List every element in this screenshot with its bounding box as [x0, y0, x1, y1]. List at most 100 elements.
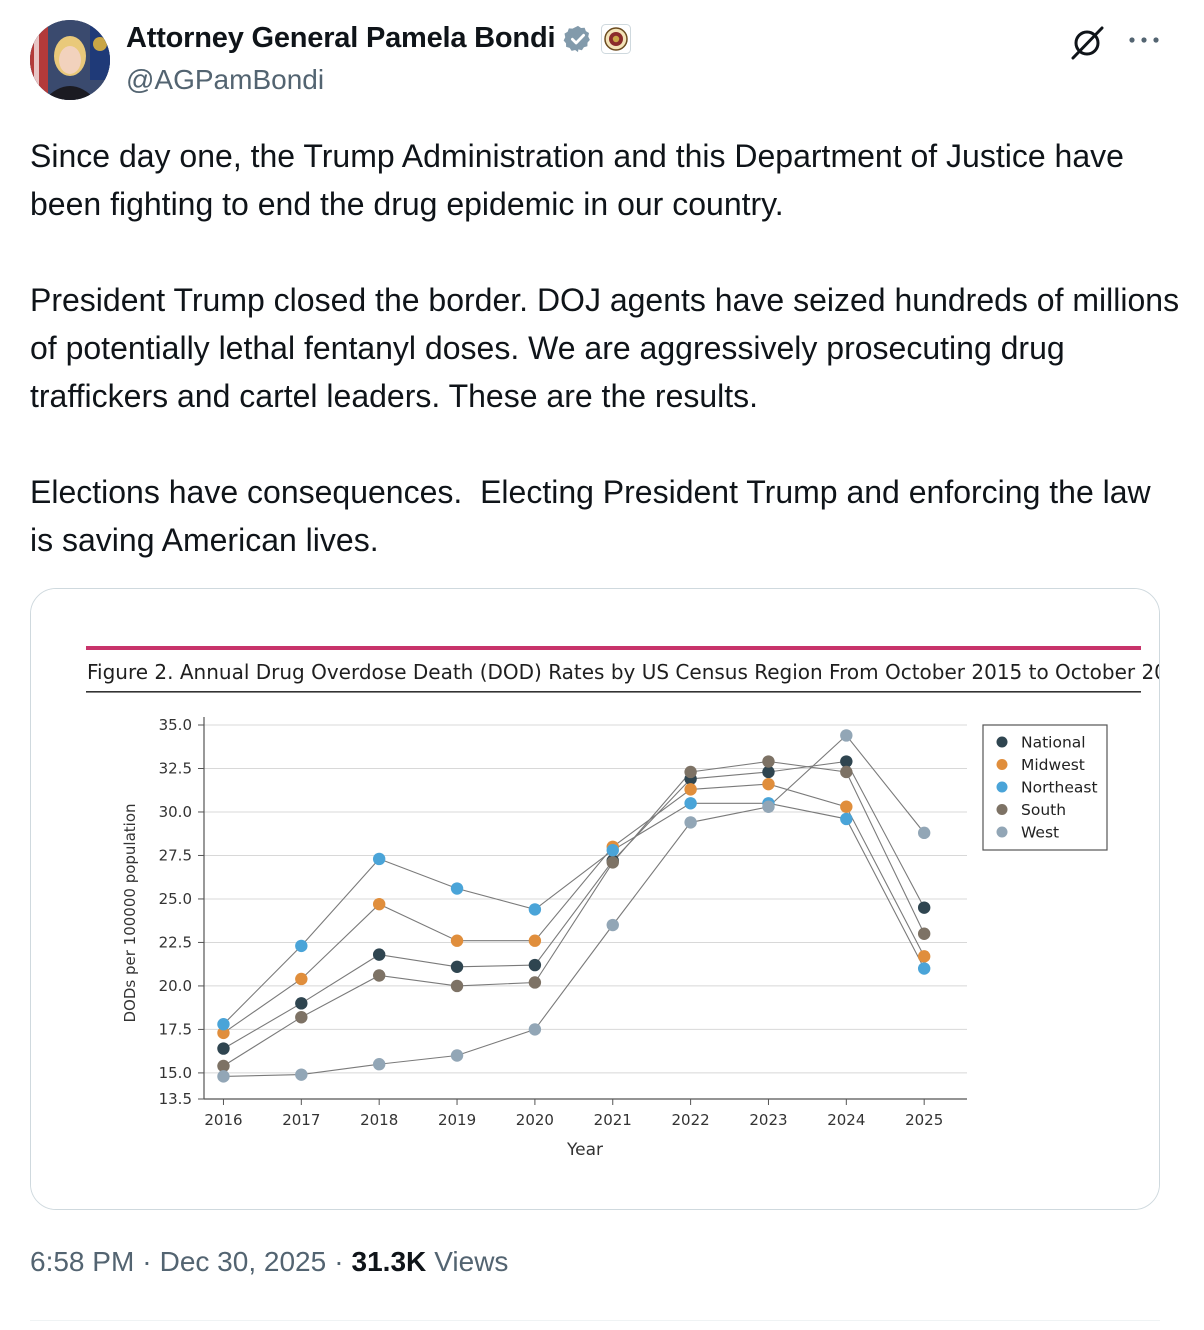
data-point-west: [606, 918, 619, 932]
data-point-south: [917, 927, 931, 940]
data-point-midwest: [762, 777, 775, 791]
data-point-west: [917, 826, 931, 840]
chart-title: Figure 2. Annual Drug Overdose Death (DO…: [87, 660, 1159, 684]
legend-marker-west: [996, 826, 1008, 838]
data-point-south: [762, 755, 775, 768]
data-point-midwest: [528, 934, 542, 947]
y-tick-label: 35.0: [159, 716, 192, 734]
series-line-northeast: [223, 802, 925, 1025]
x-tick-label: 2016: [204, 1111, 242, 1129]
data-point-national: [528, 958, 542, 972]
data-point-midwest: [217, 1026, 230, 1040]
data-point-south: [684, 765, 697, 779]
data-point-west: [840, 729, 853, 742]
x-tick-label: 2024: [827, 1111, 865, 1129]
tweet-text: Since day one, the Trump Administration …: [30, 138, 1180, 558]
tweet-meta: 6:58 PM · Dec 30, 2025 · 31.3K Views: [30, 1246, 508, 1278]
x-tick-label: 2025: [905, 1111, 943, 1129]
series-line-south: [223, 760, 925, 1067]
data-point-national: [840, 755, 853, 768]
title-rule: [86, 691, 1141, 693]
display-name[interactable]: Attorney General Pamela Bondi: [126, 22, 556, 54]
data-point-south: [372, 969, 386, 982]
x-tick-label: 2022: [672, 1111, 710, 1129]
legend-label-national: National: [1021, 734, 1086, 752]
legend-label-northeast: Northeast: [1021, 779, 1098, 797]
data-point-south: [840, 765, 853, 779]
legend-label-south: South: [1021, 801, 1066, 819]
title-accent-bar: [86, 646, 1141, 650]
data-point-national: [217, 1042, 230, 1055]
x-tick-label: 2017: [282, 1111, 320, 1129]
grok-icon[interactable]: [1068, 24, 1106, 62]
data-point-northeast: [295, 939, 308, 953]
data-point-national: [295, 997, 308, 1010]
data-point-midwest: [917, 950, 931, 963]
data-point-northeast: [917, 962, 931, 975]
y-tick-label: 30.0: [159, 803, 192, 821]
data-point-west: [450, 1049, 464, 1062]
y-tick-label: 15.0: [159, 1064, 192, 1082]
data-point-west: [528, 1023, 542, 1036]
y-tick-label: 22.5: [159, 933, 192, 951]
data-point-midwest: [450, 934, 464, 947]
legend-marker-midwest: [996, 759, 1008, 770]
author-name-row: Attorney General Pamela Bondi: [126, 22, 632, 55]
y-tick-label: 27.5: [159, 846, 192, 864]
legend-label-west: West: [1021, 824, 1059, 842]
data-point-midwest: [372, 897, 386, 911]
avatar[interactable]: [30, 20, 110, 100]
more-icon[interactable]: [1124, 24, 1164, 54]
data-point-south: [528, 976, 542, 989]
meta-separator: ·: [142, 1246, 152, 1277]
data-point-northeast: [217, 1018, 230, 1031]
chart: Figure 2. Annual Drug Overdose Death (DO…: [31, 589, 1159, 1209]
author-handle[interactable]: @AGPamBondi: [126, 64, 325, 95]
y-tick-label: 25.0: [159, 890, 192, 908]
doj-seal-icon[interactable]: [601, 23, 632, 54]
legend-label-midwest: Midwest: [1021, 756, 1085, 774]
data-point-national: [762, 765, 775, 779]
data-point-midwest: [684, 783, 697, 796]
legend-marker-northeast: [996, 781, 1008, 793]
legend-marker-national: [996, 736, 1008, 748]
data-point-west: [372, 1058, 386, 1071]
x-tick-label: 2020: [516, 1111, 554, 1129]
legend: National Midwest Northeast South West: [982, 724, 1108, 851]
data-point-south: [217, 1059, 230, 1073]
x-tick-label: 2023: [749, 1111, 787, 1129]
data-point-northeast: [840, 812, 853, 826]
tweet-time[interactable]: 6:58 PM: [30, 1246, 135, 1277]
series-line-west: [223, 734, 925, 1077]
data-point-south: [295, 1011, 308, 1024]
data-point-northeast: [450, 882, 464, 895]
y-tick-label: 20.0: [159, 977, 192, 995]
media-card[interactable]: Figure 2. Annual Drug Overdose Death (DO…: [30, 588, 1160, 1210]
data-point-west: [762, 800, 775, 813]
data-point-national: [917, 901, 931, 914]
x-tick-label: 2021: [594, 1111, 632, 1129]
data-point-west: [684, 816, 697, 829]
data-point-west: [217, 1070, 230, 1083]
data-point-south: [606, 856, 619, 869]
views-count: 31.3K: [351, 1246, 427, 1277]
y-tick-label: 32.5: [159, 759, 192, 777]
data-point-northeast: [528, 903, 542, 916]
series-line-midwest: [223, 783, 925, 1034]
y-tick-label: 13.5: [159, 1090, 192, 1108]
y-axis-label: DODs per 100000 population: [121, 803, 139, 1022]
data-point-midwest: [295, 972, 308, 986]
divider: [30, 1320, 1160, 1321]
data-point-northeast: [372, 852, 386, 866]
verified-badge-icon[interactable]: [563, 24, 593, 54]
data-point-national: [450, 960, 464, 973]
views-label: Views: [434, 1246, 509, 1277]
data-point-midwest: [840, 800, 853, 813]
legend-marker-south: [996, 804, 1008, 815]
meta-separator: ·: [334, 1246, 344, 1277]
tweet-date[interactable]: Dec 30, 2025: [159, 1246, 327, 1277]
data-point-south: [450, 979, 464, 993]
data-point-northeast: [684, 797, 697, 810]
data-point-northeast: [606, 844, 619, 857]
data-point-national: [372, 948, 386, 961]
